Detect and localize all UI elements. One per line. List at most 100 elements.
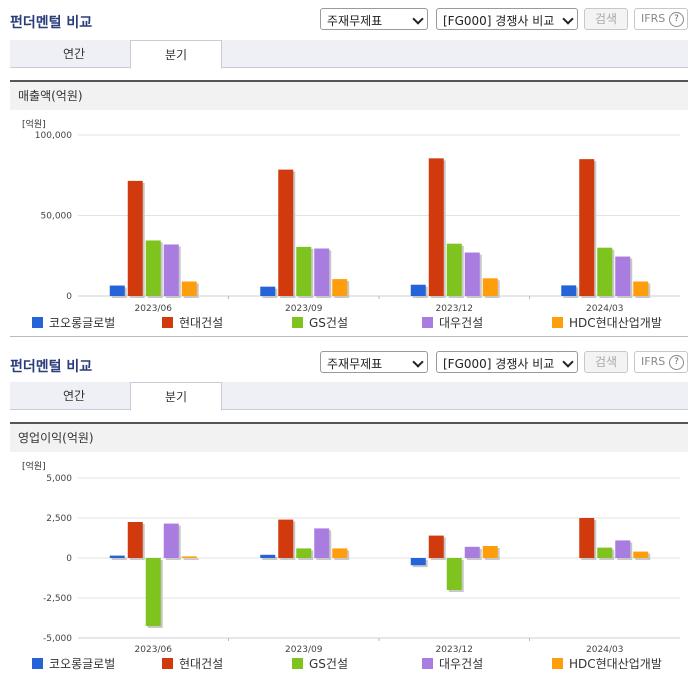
bar[interactable] [296, 246, 312, 296]
ifrs-help-button[interactable]: IFRS ? [634, 351, 688, 373]
sales-bar-chart: 0 50,000 100,000 2023/06 2023/09 2023/12 2024/… [35, 131, 680, 314]
bar[interactable] [181, 281, 197, 296]
legend-item[interactable]: 대우건설 [422, 314, 483, 331]
x-tick-label: 2023/12 [436, 304, 473, 314]
legend-label: HDC현대산업개발 [569, 657, 662, 671]
bar[interactable] [615, 256, 631, 296]
x-tick-label: 2024/03 [586, 645, 623, 655]
x-tick-label: 2023/09 [285, 645, 323, 655]
legend-label: 현대건설 [179, 316, 224, 330]
x-tick-label: 2023/06 [135, 645, 173, 655]
bar[interactable] [181, 556, 197, 558]
bar[interactable] [410, 284, 426, 296]
bar[interactable] [482, 278, 498, 296]
statement-type-select[interactable]: 주재무제표 [320, 8, 428, 30]
legend-item[interactable]: GS건설 [292, 314, 348, 331]
y-tick-label: 5,000 [46, 474, 72, 484]
legend-swatch [422, 317, 433, 328]
chevron-down-icon [412, 356, 424, 368]
legend-swatch [162, 658, 173, 669]
bar[interactable] [633, 551, 649, 558]
legend-label: 코오롱글로벌 [49, 316, 116, 330]
x-tick-label: 2023/09 [285, 304, 323, 314]
bar[interactable] [464, 546, 480, 558]
chevron-down-icon [562, 13, 574, 25]
legend-item[interactable]: 현대건설 [162, 314, 223, 331]
legend-item[interactable]: 코오롱글로벌 [32, 655, 115, 672]
fundamental-panel-operating-income: 펀더멘털 비교 주재무제표 [FG000] 경쟁사 비교 검색 IFRS ? 연… [0, 342, 696, 684]
legend-swatch [422, 658, 433, 669]
legend-item[interactable]: 현대건설 [162, 655, 223, 672]
peer-group-select[interactable]: [FG000] 경쟁사 비교 [436, 8, 578, 30]
bar[interactable] [579, 159, 595, 296]
bar[interactable] [597, 547, 613, 558]
statement-type-select[interactable]: 주재무제표 [320, 351, 428, 373]
ifrs-label: IFRS [641, 12, 666, 25]
question-icon: ? [669, 12, 684, 27]
search-button[interactable]: 검색 [584, 8, 628, 30]
legend-label: 대우건설 [439, 657, 484, 671]
bar[interactable] [446, 558, 462, 590]
bar[interactable] [109, 555, 125, 558]
bar[interactable] [127, 180, 143, 296]
tab-quarterly[interactable]: 분기 [130, 40, 222, 69]
peer-group-value: [FG000] 경쟁사 비교 [443, 14, 555, 28]
y-tick-label: 0 [66, 554, 72, 564]
bar[interactable] [579, 518, 595, 558]
tab-annual[interactable]: 연간 [62, 47, 86, 61]
bar[interactable] [314, 248, 330, 296]
bar[interactable] [260, 286, 276, 296]
bar-shadow [111, 557, 127, 560]
chart-legend: 코오롱글로벌 현대건설 GS건설 대우건설 HDC현대산업개발 [0, 314, 696, 330]
bar[interactable] [428, 158, 444, 296]
bar[interactable] [314, 528, 330, 558]
legend-label: GS건설 [309, 316, 348, 330]
legend-label: HDC현대산업개발 [569, 316, 662, 330]
legend-swatch [32, 658, 43, 669]
bar[interactable] [332, 279, 348, 296]
legend-item[interactable]: HDC현대산업개발 [552, 314, 662, 331]
bar[interactable] [410, 558, 426, 566]
legend-label: 코오롱글로벌 [49, 657, 116, 671]
period-tabs: 연간 분기 [10, 382, 688, 411]
bar[interactable] [464, 252, 480, 296]
y-tick-label: -5,000 [43, 634, 72, 644]
bar[interactable] [145, 240, 161, 296]
bar[interactable] [446, 243, 462, 296]
bar[interactable] [482, 546, 498, 558]
legend-swatch [162, 317, 173, 328]
bar[interactable] [428, 535, 444, 558]
bar[interactable] [597, 247, 613, 296]
legend-swatch [552, 317, 563, 328]
legend-item[interactable]: 코오롱글로벌 [32, 314, 115, 331]
fundamental-panel-sales: 펀더멘털 비교 주재무제표 [FG000] 경쟁사 비교 검색 IFRS ? 연… [0, 8, 696, 337]
bar[interactable] [278, 519, 294, 558]
ifrs-help-button[interactable]: IFRS ? [634, 8, 688, 30]
tab-quarterly[interactable]: 분기 [130, 382, 222, 411]
bar[interactable] [127, 522, 143, 558]
legend-item[interactable]: HDC현대산업개발 [552, 655, 662, 672]
tab-annual[interactable]: 연간 [62, 389, 86, 403]
bar[interactable] [296, 548, 312, 558]
x-tick-label: 2023/12 [436, 645, 473, 655]
bar-shadow [183, 558, 199, 560]
search-button[interactable]: 검색 [584, 351, 628, 373]
statement-type-value: 주재무제표 [327, 14, 383, 28]
bar[interactable] [615, 540, 631, 558]
y-tick-label: 50,000 [41, 212, 73, 222]
bar[interactable] [109, 285, 125, 296]
bar[interactable] [163, 244, 179, 296]
bar[interactable] [633, 281, 649, 296]
legend-swatch [292, 317, 303, 328]
bar[interactable] [278, 169, 294, 296]
bar[interactable] [145, 558, 161, 626]
legend-item[interactable]: 대우건설 [422, 655, 483, 672]
peer-group-select[interactable]: [FG000] 경쟁사 비교 [436, 351, 578, 373]
legend-item[interactable]: GS건설 [292, 655, 348, 672]
bar[interactable] [163, 523, 179, 558]
bar[interactable] [561, 285, 577, 296]
question-icon: ? [669, 355, 684, 370]
bar[interactable] [332, 548, 348, 558]
y-tick-label: 100,000 [35, 131, 72, 141]
bar[interactable] [260, 554, 276, 558]
